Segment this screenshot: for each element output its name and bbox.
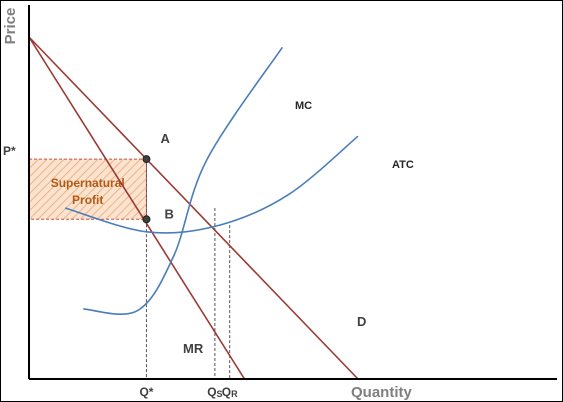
point-a xyxy=(142,155,151,164)
labels: A B D MR MC ATC P* Q* QS QR xyxy=(3,100,414,399)
y-tick-label: P* xyxy=(3,144,16,158)
curve-atc xyxy=(64,135,359,234)
profit-label-line1: Supernatural xyxy=(51,176,125,190)
curve-mc xyxy=(83,46,283,315)
curve-d xyxy=(28,36,359,380)
curve-label-atc: ATC xyxy=(392,159,414,171)
curve-label-mr: MR xyxy=(183,341,204,356)
point-b xyxy=(142,215,151,224)
x-tick-label: QS xyxy=(207,385,222,399)
supernatural-profit-area xyxy=(28,158,147,220)
x-axis-title: Quantity xyxy=(351,384,412,401)
x-tick-label: QR xyxy=(222,385,238,399)
curve-mr xyxy=(28,36,246,380)
points xyxy=(142,155,151,224)
curve-label-mc: MC xyxy=(295,100,312,112)
point-b-label: B xyxy=(164,206,173,221)
curves xyxy=(28,36,359,380)
x-tick-label: Q* xyxy=(139,385,153,399)
y-axis-title: Price xyxy=(2,8,19,45)
guide-lines xyxy=(145,159,231,379)
profit-label-line2: Profit xyxy=(72,193,103,207)
curve-label-d: D xyxy=(357,314,366,329)
point-a-label: A xyxy=(160,131,170,146)
